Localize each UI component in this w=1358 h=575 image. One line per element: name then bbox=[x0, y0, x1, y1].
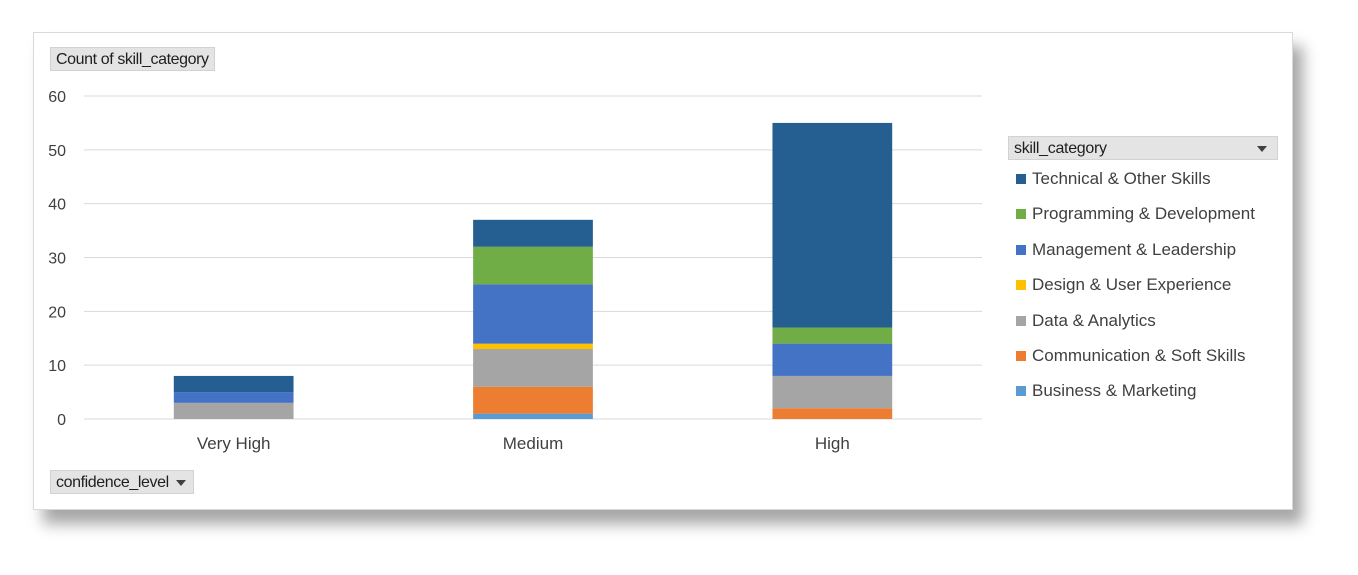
y-tick-label: 40 bbox=[48, 197, 66, 214]
y-tick-label: 20 bbox=[48, 304, 66, 321]
bar-segment[interactable] bbox=[173, 392, 294, 403]
y-tick-label: 0 bbox=[57, 412, 66, 429]
bar-segment[interactable] bbox=[772, 327, 893, 344]
y-tick-label: 50 bbox=[48, 143, 66, 160]
bar-segment[interactable] bbox=[173, 375, 294, 393]
legend-swatch-icon bbox=[1016, 209, 1026, 220]
legend-field-button[interactable]: skill_category bbox=[1008, 136, 1278, 160]
bar-segment[interactable] bbox=[473, 343, 593, 350]
x-tick-label: Medium bbox=[503, 434, 563, 453]
bar-segment[interactable] bbox=[473, 349, 593, 387]
values-field-button[interactable]: Count of skill_category bbox=[50, 47, 215, 71]
legend-label: Programming & Development bbox=[1032, 204, 1255, 224]
legend-label: Design & User Experience bbox=[1032, 275, 1232, 295]
legend-swatch-icon bbox=[1016, 174, 1026, 184]
legend-swatch-icon bbox=[1016, 315, 1026, 326]
axis-field-button[interactable]: confidence_level bbox=[50, 470, 194, 494]
legend-swatch-icon bbox=[1016, 386, 1026, 397]
plot-area: 0 10 20 30 40 50 60 Very High Medium High bbox=[48, 89, 982, 453]
legend-item[interactable]: Data & Analytics bbox=[1008, 303, 1278, 338]
bar-segment[interactable] bbox=[772, 343, 893, 376]
legend-swatch-icon bbox=[1016, 280, 1026, 291]
bar-segment[interactable] bbox=[473, 386, 593, 414]
legend-item[interactable]: Design & User Experience bbox=[1008, 267, 1278, 302]
values-field-label: Count of skill_category bbox=[56, 51, 209, 68]
legend: skill_category Technical & Other Skills P… bbox=[1008, 136, 1278, 409]
y-tick-label: 30 bbox=[48, 251, 66, 268]
bar-segment[interactable] bbox=[473, 413, 593, 419]
legend-label: Business & Marketing bbox=[1032, 381, 1197, 401]
legend-item[interactable]: Business & Marketing bbox=[1008, 373, 1278, 408]
legend-swatch-icon bbox=[1016, 350, 1026, 361]
bar-segment[interactable] bbox=[772, 122, 893, 328]
dropdown-arrow-icon[interactable] bbox=[1257, 146, 1267, 152]
bar-segment[interactable] bbox=[772, 375, 893, 409]
legend-label: Management & Leadership bbox=[1032, 239, 1237, 259]
legend-list: Technical & Other Skills Programming & De… bbox=[1008, 161, 1278, 409]
bar-segment[interactable] bbox=[473, 284, 593, 344]
legend-item[interactable]: Technical & Other Skills bbox=[1008, 161, 1278, 196]
pivot-chart[interactable]: Count of skill_category 0 10 20 30 40 50 60 Ver… bbox=[33, 32, 1293, 510]
legend-label: Technical & Other Skills bbox=[1032, 169, 1211, 188]
bar-segment[interactable] bbox=[173, 402, 294, 419]
bar-segment[interactable] bbox=[473, 246, 593, 285]
y-tick-label: 60 bbox=[48, 89, 66, 106]
bar-segment[interactable] bbox=[772, 408, 893, 419]
bar-segment[interactable] bbox=[473, 219, 593, 247]
x-tick-label: High bbox=[815, 434, 850, 453]
legend-item[interactable]: Management & Leadership bbox=[1008, 232, 1278, 267]
legend-item[interactable]: Programming & Development bbox=[1008, 196, 1278, 231]
legend-label: Data & Analytics bbox=[1032, 310, 1156, 330]
x-tick-label: Very High bbox=[197, 434, 271, 453]
y-tick-label: 10 bbox=[48, 358, 66, 375]
axis-field-label: confidence_level bbox=[56, 474, 169, 491]
dropdown-arrow-icon[interactable] bbox=[175, 480, 186, 486]
legend-label: Communication & Soft Skills bbox=[1032, 345, 1246, 365]
legend-swatch-icon bbox=[1016, 244, 1026, 255]
legend-item[interactable]: Communication & Soft Skills bbox=[1008, 338, 1278, 373]
legend-field-label: skill_category bbox=[1014, 140, 1107, 157]
